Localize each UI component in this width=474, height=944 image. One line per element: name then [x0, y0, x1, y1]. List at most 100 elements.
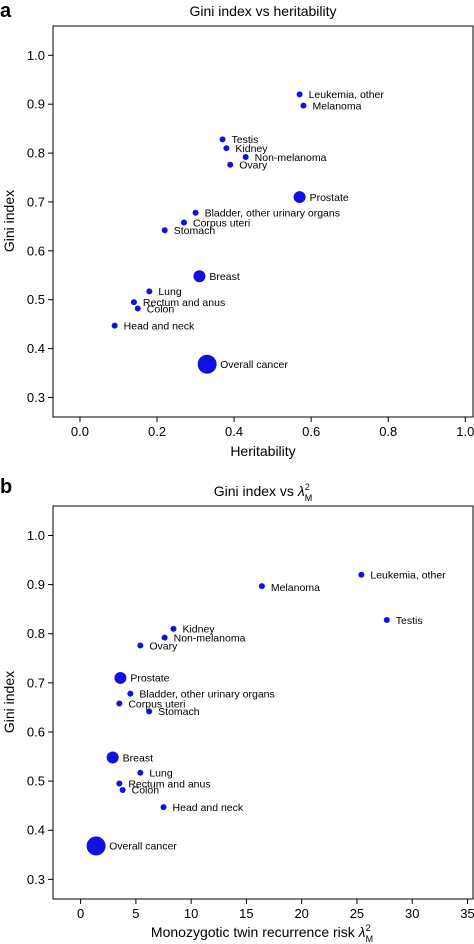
panel-b-point-head-and-neck	[160, 804, 167, 811]
panel-b: b Gini index vs λ2 M 0.30.40.50.60.70.80.…	[0, 476, 474, 944]
panel-a-point-head-and-neck	[111, 322, 118, 329]
panel-a-point-colon	[134, 305, 141, 312]
panel-b-y-axis-label: Gini index	[1, 671, 17, 733]
panel-a-y-tick-label: 0.6	[27, 243, 45, 258]
panel-a-x-tick-label: 0.2	[148, 424, 166, 439]
panel-b-x-axis: 0 5 10 15 20 25 30 35	[77, 899, 474, 921]
panel-b-plot-frame	[52, 505, 474, 900]
panel-a-point-melanoma	[300, 102, 307, 109]
panel-b-point-prostate	[114, 671, 127, 684]
panel-b-point-colon	[119, 786, 126, 793]
panel-b-point-breast	[106, 751, 119, 764]
panel-a-point-label-melanoma: Melanoma	[312, 100, 361, 112]
panel-a-point-lung	[146, 288, 153, 295]
panel-b-x-tick-label: 0	[77, 906, 84, 921]
panel-a-point-breast	[193, 270, 206, 283]
panel-a-x-tick-label: 1.0	[456, 424, 474, 439]
panel-b-point-label-bladder-other-urinary-organs: Bladder, other urinary organs	[139, 688, 274, 700]
panel-b-point-melanoma	[258, 583, 265, 590]
panel-b-point-label-colon: Colon	[132, 785, 160, 797]
panel-a-x-tick-label: 0.4	[225, 424, 243, 439]
panel-b-letter: b	[0, 476, 12, 498]
panel-a-point-prostate	[293, 191, 306, 204]
panel-b-y-tick-label: 0.9	[27, 577, 45, 592]
panel-a-point-label-lung: Lung	[158, 286, 182, 298]
panel-b-y-tick-label: 0.7	[27, 675, 45, 690]
panel-b-x-tick-label: 15	[239, 906, 253, 921]
panel-b-x-axis-label-sub: M	[366, 934, 374, 944]
panel-b-x-tick-label: 25	[350, 906, 364, 921]
panel-b-data-points: Leukemia, other Melanoma Testis KidneyNon-m…	[86, 570, 446, 856]
panel-a-title: Gini index vs heritability	[189, 3, 336, 19]
panel-b-x-tick-label: 35	[460, 906, 474, 921]
panel-b-y-tick-label: 0.6	[27, 724, 45, 739]
panel-b-y-tick-label: 0.8	[27, 626, 45, 641]
panel-a-y-axis: 0.3 0.4 0.5 0.6 0.7 0.8 0.9 1.0	[27, 48, 53, 405]
panel-a-plot-frame	[52, 25, 474, 418]
panel-a-point-stomach	[161, 227, 168, 234]
panel-b-x-axis-label: Monozygotic twin recurrence risk λ2 M	[151, 923, 373, 944]
panel-a-point-label-bladder-other-urinary-organs: Bladder, other urinary organs	[205, 208, 340, 220]
panel-b-point-label-testis: Testis	[396, 615, 423, 627]
panel-a-point-label-rectum-and-anus: Rectum and anus	[143, 297, 225, 309]
panel-b-y-axis: 0.3 0.4 0.5 0.6 0.7 0.8 0.9 1.0	[27, 528, 53, 887]
panel-b-point-corpus-uteri	[116, 700, 123, 707]
panel-a-x-tick-label: 0.6	[302, 424, 320, 439]
panel-b-point-leukemia-other	[358, 571, 365, 578]
panel-a-point-label-corpus-uteri: Corpus uteri	[193, 217, 250, 229]
panel-a-y-axis-label: Gini index	[1, 190, 17, 252]
panel-a-x-axis: 0.0 0.2 0.4 0.6 0.8 1.0	[71, 417, 474, 439]
panel-b-point-label-non-melanoma: Non-melanoma	[174, 632, 246, 644]
panel-b-x-axis-label-main: Monozygotic twin recurrence risk	[151, 924, 359, 940]
panel-a-point-kidney	[223, 145, 230, 152]
panel-a-point-label-kidney: Kidney	[235, 143, 268, 155]
panel-b-point-bladder-other-urinary-organs	[127, 690, 134, 697]
panel-a-y-tick-label: 1.0	[27, 48, 45, 63]
panel-b-point-label-melanoma: Melanoma	[271, 582, 320, 594]
panel-b-x-tick-label: 20	[294, 906, 308, 921]
panel-b-y-tick-label: 0.5	[27, 774, 45, 789]
panel-a-point-rectum-and-anus	[130, 299, 137, 306]
panel-b-x-tick-label: 5	[132, 906, 139, 921]
panel-b-point-label-breast: Breast	[123, 752, 153, 764]
panel-b-x-axis-label-sup: 2	[366, 923, 371, 933]
panel-a-point-corpus-uteri	[181, 219, 188, 226]
panel-a-point-non-melanoma	[242, 153, 249, 160]
panel-b-point-label-head-and-neck: Head and neck	[173, 802, 244, 814]
panel-b-point-non-melanoma	[161, 634, 168, 641]
panel-a-y-tick-label: 0.7	[27, 194, 45, 209]
panel-b-x-axis-label-symbol: λ	[358, 924, 366, 940]
panel-a-y-tick-label: 0.8	[27, 146, 45, 161]
panel-a-point-label-leukemia-other: Leukemia, other	[309, 89, 385, 101]
panel-b-point-kidney	[170, 625, 177, 632]
panel-b-point-label-prostate: Prostate	[130, 673, 169, 685]
panel-b-point-stomach	[146, 708, 153, 715]
panel-a-point-ovary	[227, 161, 234, 168]
panel-a-y-tick-label: 0.5	[27, 292, 45, 307]
panel-a: a Gini index vs heritability 0.30.40.50.…	[0, 0, 474, 459]
panel-a-x-tick-label: 0.8	[379, 424, 397, 439]
panel-b-point-label-rectum-and-anus: Rectum and anus	[128, 778, 210, 790]
panel-b-point-label-ovary: Ovary	[149, 640, 178, 652]
panel-b-point-testis	[383, 616, 390, 623]
panel-a-point-bladder-other-urinary-organs	[192, 209, 199, 216]
panel-b-point-label-lung: Lung	[149, 768, 173, 780]
panel-b-title-main: Gini index vs	[214, 483, 298, 499]
panel-a-letter: a	[0, 0, 12, 22]
panel-a-point-label-non-melanoma: Non-melanoma	[255, 152, 327, 164]
panel-b-point-ovary	[137, 642, 144, 649]
panel-b-point-label-leukemia-other: Leukemia, other	[370, 570, 446, 582]
panel-a-y-tick-label: 0.9	[27, 97, 45, 112]
panel-a-point-label-ovary: Ovary	[239, 160, 268, 172]
panel-a-point-label-colon: Colon	[147, 303, 175, 315]
panel-b-title-sub: M	[305, 493, 313, 503]
panel-b-title-symbol: λ	[297, 483, 305, 499]
panel-b-point-label-stomach: Stomach	[158, 706, 200, 718]
panel-b-point-label-overall-cancer: Overall cancer	[109, 841, 177, 853]
panel-a-point-label-prostate: Prostate	[310, 192, 349, 204]
panel-a-x-tick-label: 0.0	[71, 424, 89, 439]
panel-a-point-label-head-and-neck: Head and neck	[124, 320, 195, 332]
panel-a-x-axis-label: Heritability	[230, 443, 295, 459]
